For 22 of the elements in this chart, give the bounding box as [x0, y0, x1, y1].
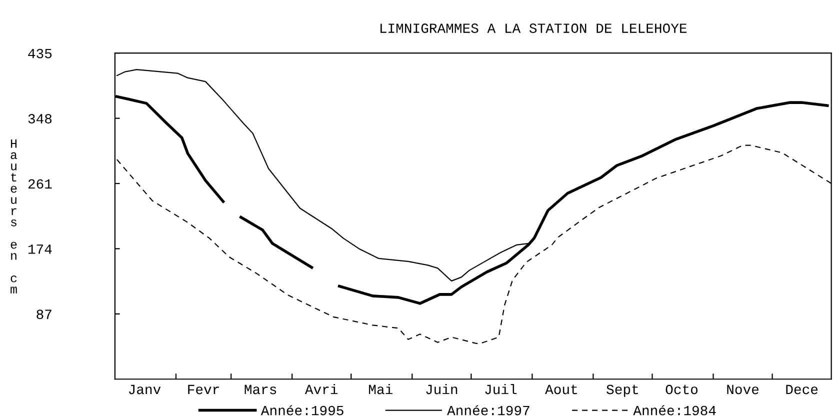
x-tick-label: Avri	[304, 384, 338, 394]
text: Hauteurs en cm	[10, 140, 18, 294]
y-tick-label: 348	[28, 114, 52, 124]
x-tick-label: Octo	[666, 384, 698, 394]
legend-label: Année:1997	[447, 405, 530, 416]
x-tick-label: Juil	[485, 384, 517, 394]
x-tick-label: Fevr	[188, 384, 219, 394]
x-tick-label: Nove	[727, 384, 759, 394]
x-tick-label: Janv	[129, 384, 161, 394]
y-tick-label: 174	[28, 244, 52, 254]
y-tick-label: 261	[28, 179, 52, 189]
x-tick-label: Juin	[426, 384, 458, 394]
legend-label: Année:1995	[260, 405, 344, 416]
x-tick-label: Sept	[606, 384, 638, 397]
x-tick-label: Mars	[244, 384, 276, 394]
y-tick-label: 435	[28, 48, 52, 58]
chart-title: LIMNIGRAMMES A LA STATION DE LELEHOYE	[380, 24, 687, 33]
x-tick-label: Mai	[369, 384, 392, 394]
x-tick-label: Dece	[786, 384, 818, 394]
legend-label: Année:1984	[633, 405, 716, 416]
y-tick-label: 87	[36, 310, 52, 320]
x-tick-label: Aout	[545, 384, 577, 394]
